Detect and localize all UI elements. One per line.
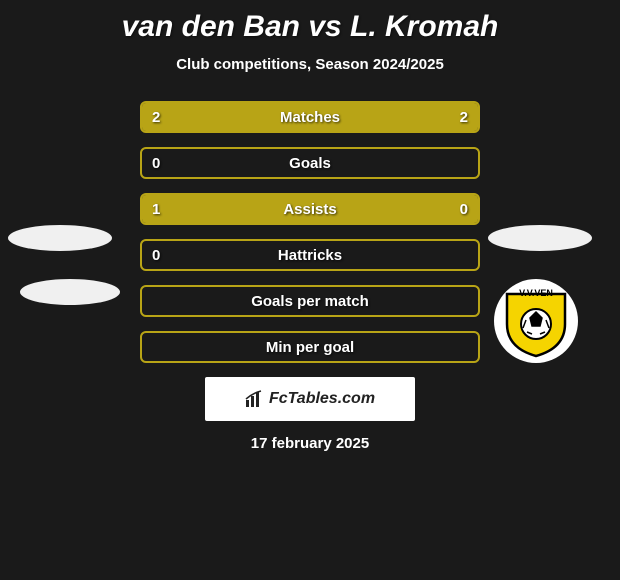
fctables-label: FcTables.com	[269, 390, 375, 408]
bar-value-left: 2	[152, 109, 160, 126]
stat-bar-goals: 0 Goals	[140, 147, 480, 179]
club-badge: V.V.VEN	[494, 279, 578, 363]
player-right-ellipse-1	[488, 225, 592, 251]
badge-text: V.V.VEN	[519, 288, 553, 298]
bar-fill-left	[142, 195, 404, 223]
player-left-ellipse-1	[8, 225, 112, 251]
bar-label: Goals per match	[251, 293, 369, 310]
date-label: 17 february 2025	[0, 435, 620, 452]
bar-label: Goals	[289, 155, 331, 172]
subtitle: Club competitions, Season 2024/2025	[0, 56, 620, 73]
bar-label: Min per goal	[266, 339, 354, 356]
bar-value-right: 0	[460, 201, 468, 218]
stat-bars: 2 Matches 2 0 Goals 1 Assists 0 0 Hattricks Goals …	[140, 101, 480, 363]
bar-value-right: 2	[460, 109, 468, 126]
bar-label: Matches	[280, 109, 340, 126]
page-title: van den Ban vs L. Kromah	[0, 10, 620, 44]
stat-bar-min-per-goal: Min per goal	[140, 331, 480, 363]
bar-label: Hattricks	[278, 247, 342, 264]
bar-label: Assists	[283, 201, 336, 218]
stats-area: V.V.VEN 2 Matches 2 0 Goals 1 Assists 0 0 Hattric…	[0, 101, 620, 452]
bar-value-left: 0	[152, 155, 160, 172]
stat-bar-assists: 1 Assists 0	[140, 193, 480, 225]
fctables-watermark: FcTables.com	[205, 377, 415, 421]
stat-bar-matches: 2 Matches 2	[140, 101, 480, 133]
comparison-infographic: van den Ban vs L. Kromah Club competitio…	[0, 0, 620, 452]
club-badge-icon: V.V.VEN	[497, 282, 575, 360]
fctables-icon	[245, 390, 265, 408]
player-left-ellipse-2	[20, 279, 120, 305]
bar-value-left: 0	[152, 247, 160, 264]
stat-bar-hattricks: 0 Hattricks	[140, 239, 480, 271]
stat-bar-goals-per-match: Goals per match	[140, 285, 480, 317]
bar-value-left: 1	[152, 201, 160, 218]
